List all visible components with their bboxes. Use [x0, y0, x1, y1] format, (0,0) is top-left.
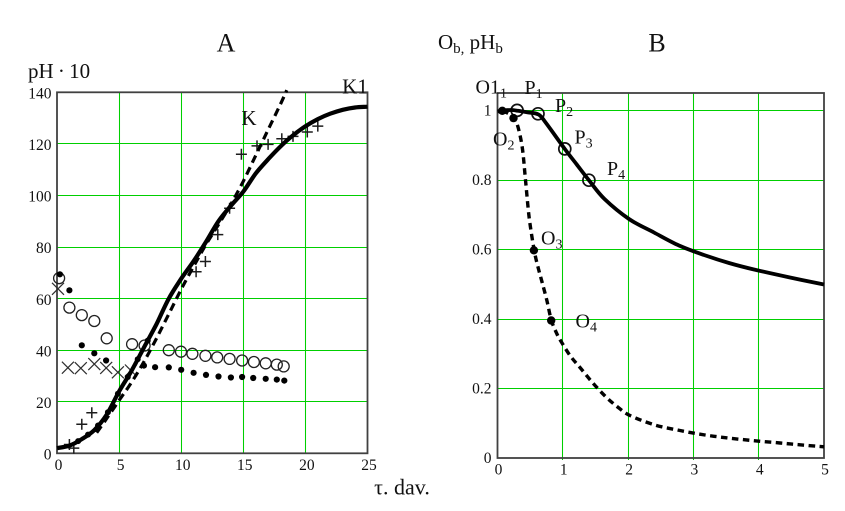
svg-text:Ob, pHb: Ob, pHb: [438, 30, 503, 57]
svg-text:0: 0: [484, 450, 492, 467]
svg-text:140: 140: [28, 85, 52, 102]
svg-text:15: 15: [237, 457, 253, 474]
svg-text:60: 60: [36, 292, 52, 309]
svg-text:10: 10: [175, 457, 191, 474]
svg-text:40: 40: [36, 343, 52, 360]
svg-text:5: 5: [117, 457, 125, 474]
svg-text:25: 25: [361, 457, 377, 474]
svg-text:A: A: [217, 29, 236, 58]
svg-text:0.4: 0.4: [472, 311, 492, 328]
svg-text:0: 0: [44, 447, 52, 464]
svg-text:0.8: 0.8: [472, 172, 492, 189]
svg-text:K1: K1: [342, 75, 368, 99]
svg-text:1: 1: [484, 103, 492, 120]
svg-text:0: 0: [55, 457, 63, 474]
svg-text:120: 120: [28, 137, 52, 154]
svg-text:K: K: [241, 106, 256, 130]
svg-text:1: 1: [560, 462, 568, 479]
svg-text:τ. dav.: τ. dav.: [374, 475, 430, 500]
svg-text:100: 100: [28, 189, 52, 206]
svg-text:20: 20: [36, 395, 52, 412]
svg-text:3: 3: [691, 462, 699, 479]
svg-text:5: 5: [821, 462, 829, 479]
svg-text:0.2: 0.2: [472, 380, 491, 397]
svg-text:4: 4: [756, 462, 764, 479]
svg-text:2: 2: [625, 462, 633, 479]
svg-text:pH · 10: pH · 10: [28, 59, 90, 83]
svg-text:80: 80: [36, 240, 52, 257]
svg-text:0.6: 0.6: [472, 241, 492, 258]
svg-text:0: 0: [495, 462, 503, 479]
svg-text:B: B: [648, 29, 665, 58]
svg-text:20: 20: [299, 457, 315, 474]
